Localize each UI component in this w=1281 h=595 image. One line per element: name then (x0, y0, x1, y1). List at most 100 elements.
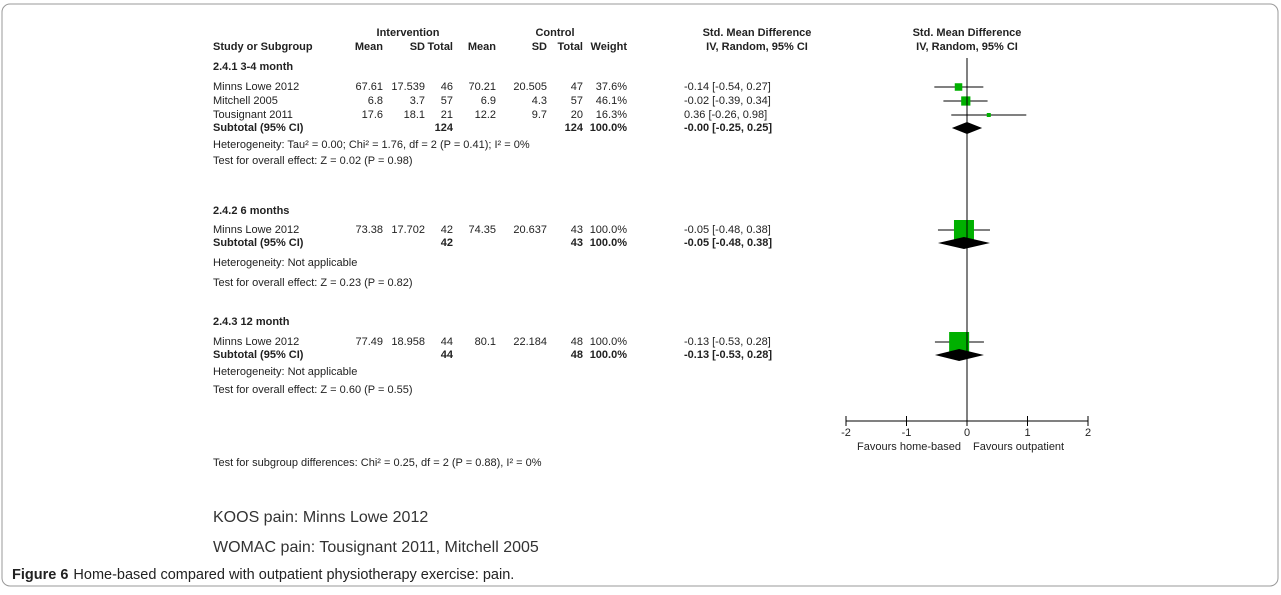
column-header: SD (532, 41, 547, 53)
column-header: Total (558, 41, 583, 53)
x-tick-label: -2 (841, 427, 851, 439)
ci-cell: -0.05 [-0.48, 0.38] (684, 224, 771, 236)
subtotal-cell: 124 (435, 122, 454, 134)
plot-title: Std. Mean Difference (913, 27, 1022, 39)
column-header: SD (410, 41, 425, 53)
column-header: Mean (468, 41, 496, 53)
caption-label: Figure 6 (12, 567, 68, 583)
column-header: Mean (355, 41, 383, 53)
figure-border (1, 3, 1279, 587)
subtotal-cell: Subtotal (95% CI) (213, 349, 304, 361)
table-cell: 47 (571, 81, 583, 93)
ci-cell: -0.13 [-0.53, 0.28] (684, 336, 771, 348)
x-tick-label: 2 (1085, 427, 1091, 439)
plot-method: IV, Random, 95% CI (916, 41, 1018, 53)
table-cell: 17.539 (391, 81, 425, 93)
table-cell: 43 (571, 224, 583, 236)
table-cell: 12.2 (475, 109, 496, 121)
table-cell: Minns Lowe 2012 (213, 81, 299, 93)
x-tick-label: 0 (964, 427, 970, 439)
weight-cell: 100.0% (590, 224, 628, 236)
subtotal-ci: -0.13 [-0.53, 0.28] (684, 349, 772, 361)
table-cell: 9.7 (532, 109, 547, 121)
heterogeneity: Heterogeneity: Not applicable (213, 257, 357, 269)
subgroup-title: 2.4.3 12 month (213, 316, 290, 328)
effect-square (961, 96, 971, 106)
column-header: Study or Subgroup (213, 41, 313, 53)
table-cell: 67.61 (355, 81, 383, 93)
caption: Figure 6 Home-based compared with outpati… (12, 567, 514, 583)
table-cell: 22.184 (513, 336, 547, 348)
table-cell: Minns Lowe 2012 (213, 336, 299, 348)
x-tick-label: -1 (902, 427, 912, 439)
favours-right: Favours outpatient (973, 441, 1064, 453)
favours-left: Favours home-based (857, 441, 961, 453)
subtotal-cell: Subtotal (95% CI) (213, 237, 304, 249)
overall-effect: Test for overall effect: Z = 0.23 (P = 0… (213, 277, 413, 289)
table-cell: 44 (441, 336, 453, 348)
weight-cell: 16.3% (596, 109, 627, 121)
subtotal-ci: -0.05 [-0.48, 0.38] (684, 237, 772, 249)
overall-effect: Test for overall effect: Z = 0.60 (P = 0… (213, 384, 413, 396)
table-cell: Tousignant 2011 (213, 109, 293, 121)
group1-header: Intervention (377, 27, 440, 39)
table-cell: 21 (441, 109, 453, 121)
effect-method: IV, Random, 95% CI (706, 41, 808, 53)
ci-cell: -0.02 [-0.39, 0.34] (684, 95, 771, 107)
table-cell: 4.3 (532, 95, 547, 107)
table-cell: 17.6 (362, 109, 383, 121)
subgroup-title: 2.4.1 3-4 month (213, 61, 293, 73)
table-cell: 74.35 (468, 224, 496, 236)
weight-cell: 100.0% (590, 336, 628, 348)
note: WOMAC pain: Tousignant 2011, Mitchell 20… (213, 539, 539, 556)
table-cell: 57 (441, 95, 453, 107)
table-cell: Minns Lowe 2012 (213, 224, 299, 236)
note: KOOS pain: Minns Lowe 2012 (213, 509, 428, 526)
subgroup-title: 2.4.2 6 months (213, 205, 289, 217)
caption-text: Home-based compared with outpatient phys… (73, 567, 514, 583)
subtotal-weight: 100.0% (590, 237, 628, 249)
pooled-diamond (934, 349, 984, 361)
overall-effect: Test for overall effect: Z = 0.02 (P = 0… (213, 155, 413, 167)
table-cell: Mitchell 2005 (213, 95, 278, 107)
table-cell: 20.637 (513, 224, 547, 236)
table-cell: 70.21 (468, 81, 496, 93)
subtotal-cell: 43 (571, 237, 583, 249)
table-cell: 42 (441, 224, 453, 236)
ci-cell: 0.36 [-0.26, 0.98] (684, 109, 767, 121)
effect-square (954, 83, 963, 91)
subtotal-cell: 44 (441, 349, 454, 361)
table-cell: 80.1 (475, 336, 496, 348)
table-cell: 6.9 (481, 95, 496, 107)
column-header: Total (428, 41, 453, 53)
table-cell: 3.7 (410, 95, 425, 107)
table-cell: 20.505 (513, 81, 547, 93)
table-cell: 73.38 (355, 224, 383, 236)
table-cell: 20 (571, 109, 583, 121)
effect-square (986, 113, 991, 117)
subtotal-cell: Subtotal (95% CI) (213, 122, 304, 134)
weight-cell: 37.6% (596, 81, 627, 93)
weight-cell: 46.1% (596, 95, 627, 107)
effect-square (949, 332, 970, 352)
table-cell: 48 (571, 336, 583, 348)
table-cell: 17.702 (391, 224, 425, 236)
subtotal-cell: 48 (571, 349, 583, 361)
table-cell: 6.8 (368, 95, 383, 107)
subtotal-weight: 100.0% (590, 122, 628, 134)
column-header: Weight (591, 41, 628, 53)
table-cell: 46 (441, 81, 453, 93)
subtotal-cell: 124 (565, 122, 584, 134)
subtotal-ci: -0.00 [-0.25, 0.25] (684, 122, 772, 134)
table-cell: 18.1 (404, 109, 425, 121)
pooled-diamond (937, 237, 990, 249)
effect-square (953, 220, 974, 240)
effect-title: Std. Mean Difference (703, 27, 812, 39)
subtotal-weight: 100.0% (590, 349, 628, 361)
table-cell: 57 (571, 95, 583, 107)
table-cell: 18.958 (391, 336, 425, 348)
subgroup-test: Test for subgroup differences: Chi² = 0.… (213, 457, 542, 469)
x-tick-label: 1 (1024, 427, 1030, 439)
heterogeneity: Heterogeneity: Tau² = 0.00; Chi² = 1.76,… (213, 139, 530, 151)
heterogeneity: Heterogeneity: Not applicable (213, 366, 357, 378)
